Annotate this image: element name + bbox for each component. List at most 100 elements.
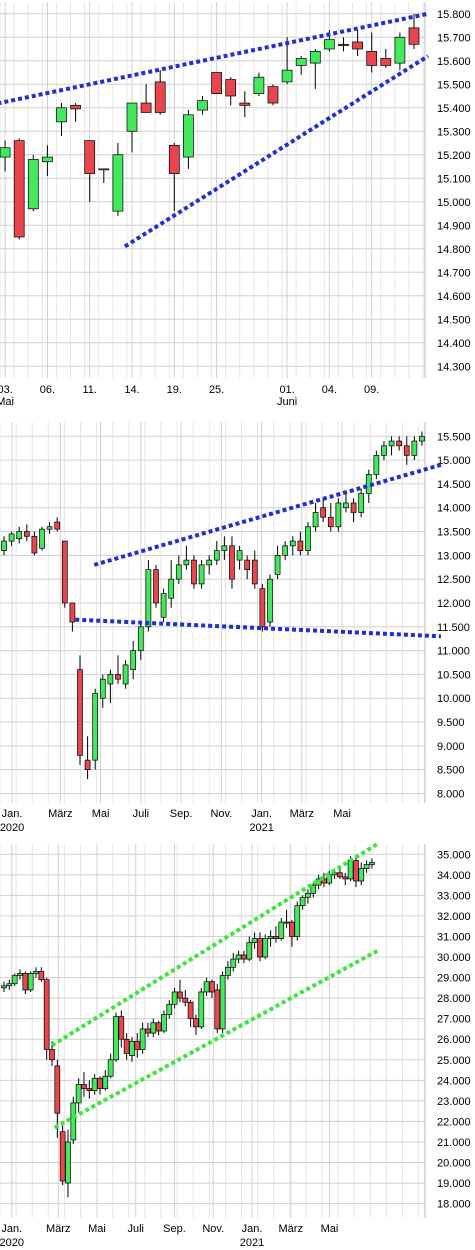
candle-up (251, 938, 258, 943)
candle-up (310, 884, 317, 894)
y-tick-label: 15.200 (437, 150, 471, 162)
candle-up (107, 674, 114, 685)
candle-down (193, 1018, 199, 1028)
candle-down (241, 954, 247, 960)
candle-down (338, 43, 349, 46)
candle-up (56, 107, 67, 123)
candle-up (8, 533, 15, 542)
candle-up (92, 693, 99, 761)
x-tick-label: 19. (167, 384, 182, 396)
candle-down (327, 516, 334, 528)
candle-down (408, 27, 420, 45)
candle-down (342, 876, 349, 880)
candle-down (177, 991, 183, 999)
y-tick-label: 26.000 (437, 1034, 471, 1046)
month-label: Juni (277, 396, 297, 408)
candle-up (253, 76, 265, 94)
candle-up (235, 954, 242, 960)
chart-panel-mid-term: 8.000 8.500 9.000 9.500 10.000 10.500 11.000 11… (0, 418, 475, 838)
candle-down (350, 502, 357, 513)
x-tick-label: 14. (124, 384, 139, 396)
y-tick-label: 8.000 (437, 788, 465, 800)
x-tick-label: März (46, 1223, 70, 1235)
candle-up (126, 102, 138, 132)
month-label: Mai (0, 396, 14, 408)
candle-down (31, 535, 38, 554)
candle-down (59, 1131, 66, 1182)
candle-up (236, 550, 243, 561)
candle-up (113, 1016, 119, 1061)
y-tick-label: 9.000 (437, 741, 465, 753)
candle-up (309, 50, 321, 64)
y-tick-label: 24.000 (437, 1075, 471, 1087)
candle-up (221, 545, 228, 551)
y-tick-label: 14.900 (437, 220, 471, 232)
candle-down (209, 981, 215, 993)
candle-down (267, 86, 279, 104)
candle-down (54, 521, 61, 530)
x-tick-label: Mai (321, 1223, 339, 1235)
candle-up (171, 991, 178, 1005)
candle-down (13, 140, 25, 238)
candle-down (168, 145, 180, 174)
y-tick-label: 35.000 (437, 849, 471, 861)
candle-up (230, 958, 237, 968)
candle-up (17, 973, 23, 976)
candle-up (358, 493, 365, 513)
candle-up (39, 528, 45, 549)
x-tick-label: 25. (209, 384, 224, 396)
candle-down (366, 50, 378, 66)
x-tick-label: Nov. (210, 808, 232, 820)
candle-down (77, 669, 83, 756)
candle-up (213, 550, 220, 561)
y-tick-label: 23.000 (437, 1096, 471, 1108)
y-tick-label: 22.000 (437, 1116, 471, 1128)
candle-up (6, 983, 13, 987)
candle-up (197, 100, 208, 111)
candle-down (187, 1001, 194, 1020)
y-tick-label: 14.800 (437, 244, 471, 256)
y-tick-label: 12.000 (437, 598, 471, 610)
candle-up (70, 1102, 77, 1141)
candle-down (229, 545, 235, 580)
candle-up (145, 569, 152, 628)
candle-up (160, 593, 167, 618)
x-tick-label: Mai (92, 808, 110, 820)
candle-down (97, 1077, 103, 1089)
candlestick-chart-3: 18.000 19.000 20.000 21.000 22.000 23.000 24.0… (0, 842, 471, 1249)
x-tick-label: Jan. (2, 808, 23, 820)
chart-panel-short-term: 14.300 14.400 14.500 14.600 14.700 14.800 14.9… (0, 0, 475, 410)
x-tick-label: 03. (0, 384, 13, 396)
candle-up (122, 664, 129, 685)
candle-up (206, 559, 213, 566)
x-tick-label: 11. (82, 384, 96, 396)
candle-up (1, 540, 7, 551)
candle-up (363, 864, 370, 870)
candle-up (347, 860, 354, 880)
x-tick-label: Sep. (163, 1223, 186, 1235)
y-tick-label: 14.500 (437, 479, 471, 491)
candlestick-chart-1: 14.300 14.400 14.500 14.600 14.700 14.800 14.9… (0, 2, 471, 408)
candle-up (274, 555, 281, 575)
candle-down (155, 1022, 162, 1032)
y-tick-label: 14.700 (437, 267, 471, 279)
candle-up (183, 559, 190, 566)
candle-down (320, 507, 327, 518)
candle-up (129, 1040, 135, 1057)
candle-down (69, 602, 76, 623)
candle-down (297, 540, 304, 551)
candle-down (239, 102, 251, 106)
candle-down (118, 1016, 125, 1040)
y-tick-label: 21.000 (437, 1137, 471, 1149)
y-tick-label: 8.500 (437, 765, 465, 777)
candle-up (130, 650, 137, 671)
candle-down (211, 72, 222, 94)
x-tick-label: Jan. (251, 808, 272, 820)
trendline (123, 54, 430, 249)
candle-down (353, 860, 359, 882)
candle-up (312, 512, 319, 528)
candle-up (91, 1077, 98, 1091)
candle-down (337, 872, 343, 878)
candle-up (98, 168, 110, 171)
candle-down (191, 559, 197, 585)
